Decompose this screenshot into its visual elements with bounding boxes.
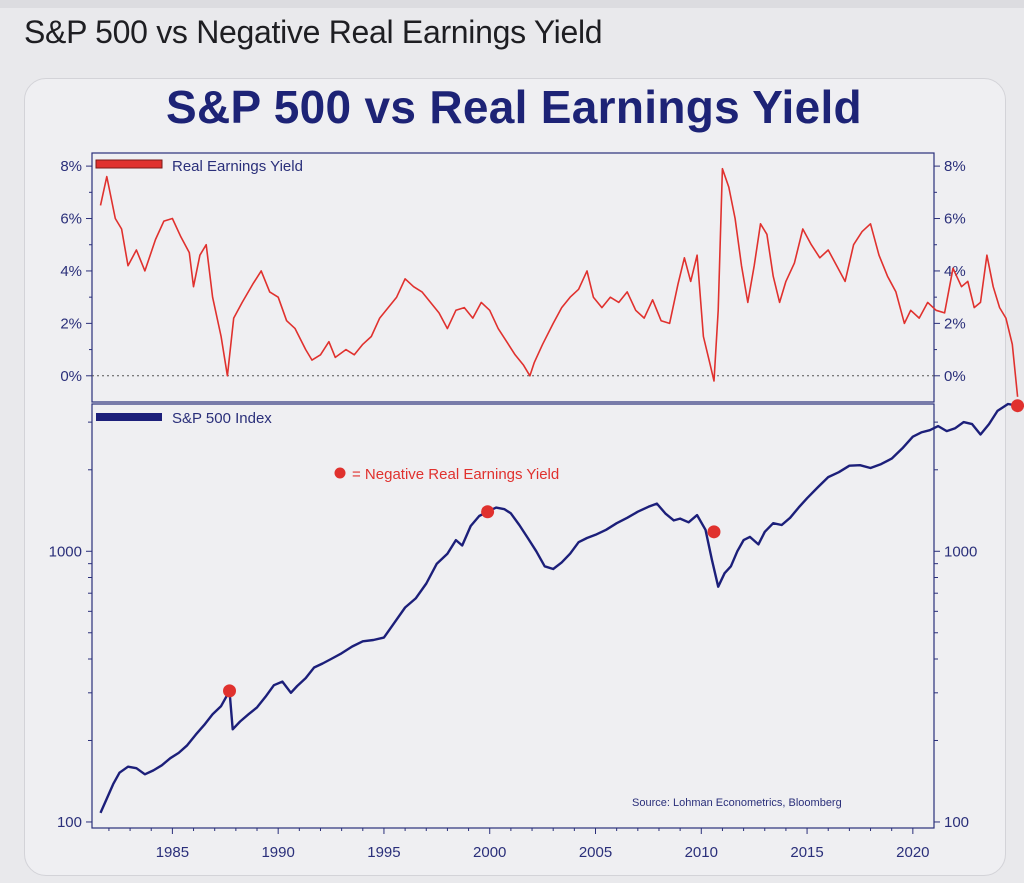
x-tick-label: 2010	[685, 844, 718, 861]
y-tick-label-right: 6%	[944, 211, 966, 228]
x-tick-label: 2015	[790, 844, 823, 861]
sp500-index-panel: 100 100 1000 1000 S&P 500 Index = Negative Re…	[49, 399, 1024, 831]
y-tick-label-right: 1000	[944, 543, 977, 560]
y-tick-label-left: 8%	[60, 158, 82, 175]
negative-yield-marker	[223, 684, 237, 698]
y-tick-label-left: 4%	[60, 263, 82, 280]
y-tick-label-right: 100	[944, 814, 969, 831]
legend-swatch-yield	[95, 159, 163, 169]
real-earnings-yield-panel: 0% 0%2% 2%4% 4%6% 6%8% 8%Real Earnings Yield	[60, 152, 1019, 403]
x-tick-label: 1990	[261, 844, 294, 861]
y-tick-label-right: 0%	[944, 368, 966, 385]
x-tick-label: 2005	[579, 844, 612, 861]
x-tick-label: 2020	[896, 844, 929, 861]
marker-note-dot	[334, 467, 346, 479]
y-tick-label-left: 100	[57, 814, 82, 831]
negative-yield-marker	[707, 525, 721, 539]
legend-swatch-index	[96, 413, 162, 421]
legend-label-yield: Real Earnings Yield	[172, 158, 303, 175]
chart-title: S&P 500 vs Real Earnings Yield	[166, 81, 862, 133]
x-tick-label: 2000	[473, 844, 506, 861]
y-tick-label-right: 8%	[944, 158, 966, 175]
x-axis: 1985 1990 1995 2000 2005 2010 2015 2020	[108, 828, 930, 861]
y-tick-label-left: 2%	[60, 315, 82, 332]
real-earnings-yield-line	[99, 167, 1019, 397]
marker-note-text: = Negative Real Earnings Yield	[352, 466, 559, 483]
legend-label-index: S&P 500 Index	[172, 410, 272, 427]
top-bar	[0, 0, 1024, 8]
y-tick-label-left: 6%	[60, 211, 82, 228]
x-tick-label: 1995	[367, 844, 400, 861]
x-tick-label: 1985	[156, 844, 189, 861]
negative-yield-marker	[481, 505, 495, 519]
bottom-panel-frame	[91, 403, 935, 829]
page-heading: S&P 500 vs Negative Real Earnings Yield	[24, 14, 603, 50]
y-tick-label-left: 0%	[60, 368, 82, 385]
source-note: Source: Lohman Econometrics, Bloomberg	[632, 797, 842, 809]
sp500-index-line	[99, 402, 1018, 814]
y-tick-label-left: 1000	[49, 543, 82, 560]
y-tick-label-right: 2%	[944, 315, 966, 332]
negative-yield-marker	[1011, 399, 1024, 413]
top-panel-frame	[91, 152, 935, 403]
